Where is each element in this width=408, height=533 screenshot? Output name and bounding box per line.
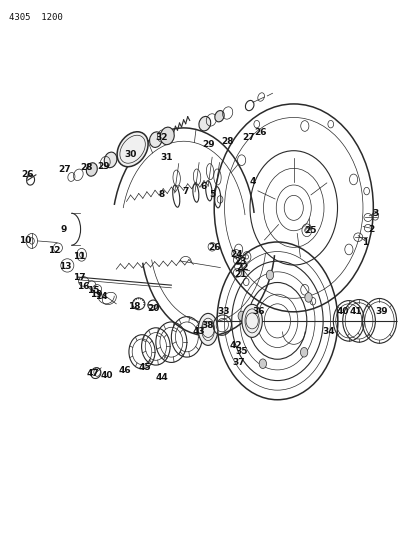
Text: 33: 33 [217,308,230,316]
Text: 27: 27 [242,133,254,142]
Text: 2: 2 [368,225,375,233]
Text: 20: 20 [147,304,159,312]
Circle shape [300,348,308,357]
Text: 14: 14 [95,293,107,301]
Text: 47: 47 [86,369,100,377]
Text: 7: 7 [182,188,189,196]
Text: 43: 43 [193,327,205,336]
Text: 38: 38 [202,321,214,329]
Text: 40: 40 [337,308,349,316]
Text: 30: 30 [124,150,137,159]
Text: 6: 6 [201,182,207,191]
Circle shape [305,293,312,302]
Text: 22: 22 [237,263,249,272]
Circle shape [266,270,274,280]
Text: 23: 23 [235,257,247,265]
Text: 36: 36 [253,308,265,316]
Text: 11: 11 [73,253,86,261]
Text: 37: 37 [233,358,245,367]
Text: 25: 25 [304,227,316,235]
Text: 45: 45 [139,364,151,372]
Text: 39: 39 [375,308,388,316]
Text: 44: 44 [156,373,169,382]
Text: 12: 12 [48,246,60,255]
Text: 26: 26 [22,171,34,179]
Text: 46: 46 [118,366,131,375]
Text: 4: 4 [250,177,256,185]
Text: 21: 21 [235,270,247,279]
Circle shape [238,311,245,321]
Text: 29: 29 [202,141,214,149]
Text: 15: 15 [87,286,99,295]
Text: 26: 26 [208,244,220,252]
Ellipse shape [198,313,218,345]
Text: 13: 13 [59,262,71,271]
Text: 31: 31 [160,153,173,161]
Text: 4305  1200: 4305 1200 [9,13,63,22]
Text: 18: 18 [129,302,141,311]
Text: 1: 1 [362,238,368,247]
Text: 32: 32 [155,133,167,142]
Text: 41: 41 [350,308,362,316]
Text: 19: 19 [90,290,102,299]
Text: 8: 8 [158,190,164,199]
Text: 29: 29 [98,162,110,171]
Text: 17: 17 [73,273,86,281]
Text: 34: 34 [322,327,335,336]
Text: 27: 27 [58,165,71,174]
Ellipse shape [150,132,162,148]
Circle shape [259,359,266,368]
Text: 28: 28 [222,137,234,146]
Ellipse shape [104,152,117,168]
Text: 26: 26 [254,128,266,136]
Ellipse shape [215,110,224,122]
Ellipse shape [160,127,174,144]
Text: 10: 10 [19,237,31,245]
Text: 40: 40 [101,372,113,380]
Ellipse shape [242,304,262,337]
Text: 3: 3 [372,209,379,217]
Text: 5: 5 [209,190,215,199]
Text: 24: 24 [231,251,243,259]
Text: 35: 35 [235,348,248,356]
Ellipse shape [86,163,97,176]
Text: 16: 16 [78,282,90,291]
Ellipse shape [117,132,148,167]
Text: 42: 42 [230,341,242,350]
Text: 28: 28 [80,164,93,172]
Text: 9: 9 [60,225,67,233]
Ellipse shape [199,116,211,131]
